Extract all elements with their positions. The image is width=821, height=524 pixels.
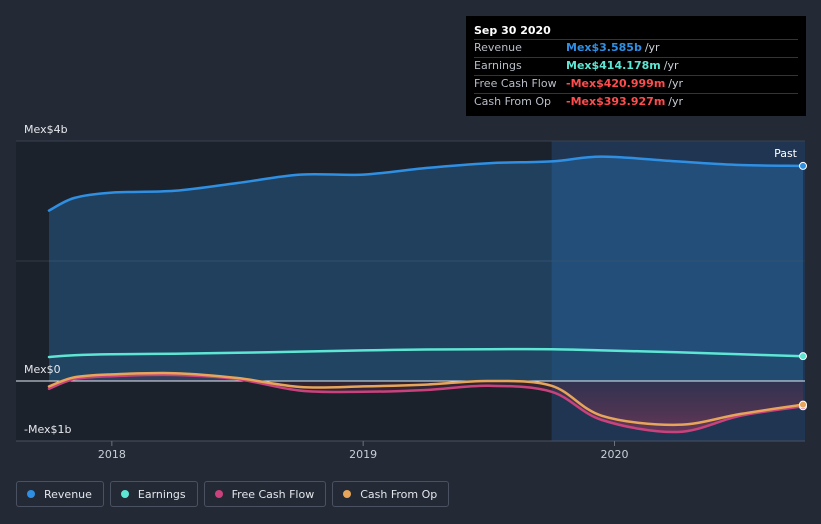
legend-dot-icon [27,490,35,498]
legend-dot-icon [343,490,352,498]
tooltip-unit: /yr [644,41,660,54]
tooltip-value: Mex$3.585b [566,41,642,54]
legend-label: Revenue [44,487,92,501]
legend-dot-icon [120,490,129,498]
legend-label: Earnings [137,487,186,501]
tooltip-label: Earnings [474,59,522,72]
legend-item-cash-from-op[interactable]: Cash From Op [332,481,450,507]
series-end-marker-cash-from-op [799,400,807,409]
legend-label: Free Cash Flow [231,487,315,501]
series-end-marker-earnings [799,352,807,361]
x-tick-label: 2019 [349,448,377,461]
revenue-area [49,156,803,381]
legend-dot-icon [214,490,223,498]
legend-item-free-cash-flow[interactable]: Free Cash Flow [203,481,327,507]
earnings-area [49,349,803,381]
tooltip-value: Mex$414.178m [566,59,661,72]
legend-item-earnings[interactable]: Earnings [109,481,198,507]
tooltip-unit: /yr [668,77,684,90]
series-line-earnings [47,347,805,359]
tooltip-unit: /yr [663,59,679,72]
tooltip-row-cash-from-op: Cash From Op -Mex$393.927m /yr [474,93,798,111]
x-tick-label: 2020 [601,448,629,461]
series-line-revenue [47,155,805,212]
tooltip-date: Sep 30 2020 [474,24,551,37]
series-line-free-cash-flow [47,373,805,434]
x-tick-label: 2018 [98,448,126,461]
tooltip-row-earnings: Earnings Mex$414.178m /yr [474,57,798,75]
tooltip-row-revenue: Revenue Mex$3.585b /yr [474,39,798,57]
tooltip-label: Cash From Op [474,95,552,108]
past-label: Past [774,147,798,160]
tooltip-row-free-cash-flow: Free Cash Flow -Mex$420.999m /yr [474,75,798,93]
plot-background [16,141,552,441]
y-tick-label: Mex$4b [24,123,68,136]
tooltip-label: Revenue [474,41,522,54]
tooltip-label: Free Cash Flow [474,77,557,90]
y-tick-label: Mex$0 [24,363,61,376]
tooltip-value: -Mex$420.999m [566,77,666,90]
series-end-marker-revenue [799,161,807,170]
tooltip-unit: /yr [668,95,684,108]
tooltip-value: -Mex$393.927m [566,95,666,108]
series-line-cash-from-op [47,371,805,427]
legend-label: Cash From Op [360,487,438,501]
tooltip: Sep 30 2020 Revenue Mex$3.585b /yr Earni… [466,16,806,116]
cash-flow-area [49,374,803,433]
y-tick-label: -Mex$1b [24,423,72,436]
legend-item-revenue[interactable]: Revenue [16,481,104,507]
legend: Revenue Earnings Free Cash Flow Cash Fro… [16,481,450,509]
